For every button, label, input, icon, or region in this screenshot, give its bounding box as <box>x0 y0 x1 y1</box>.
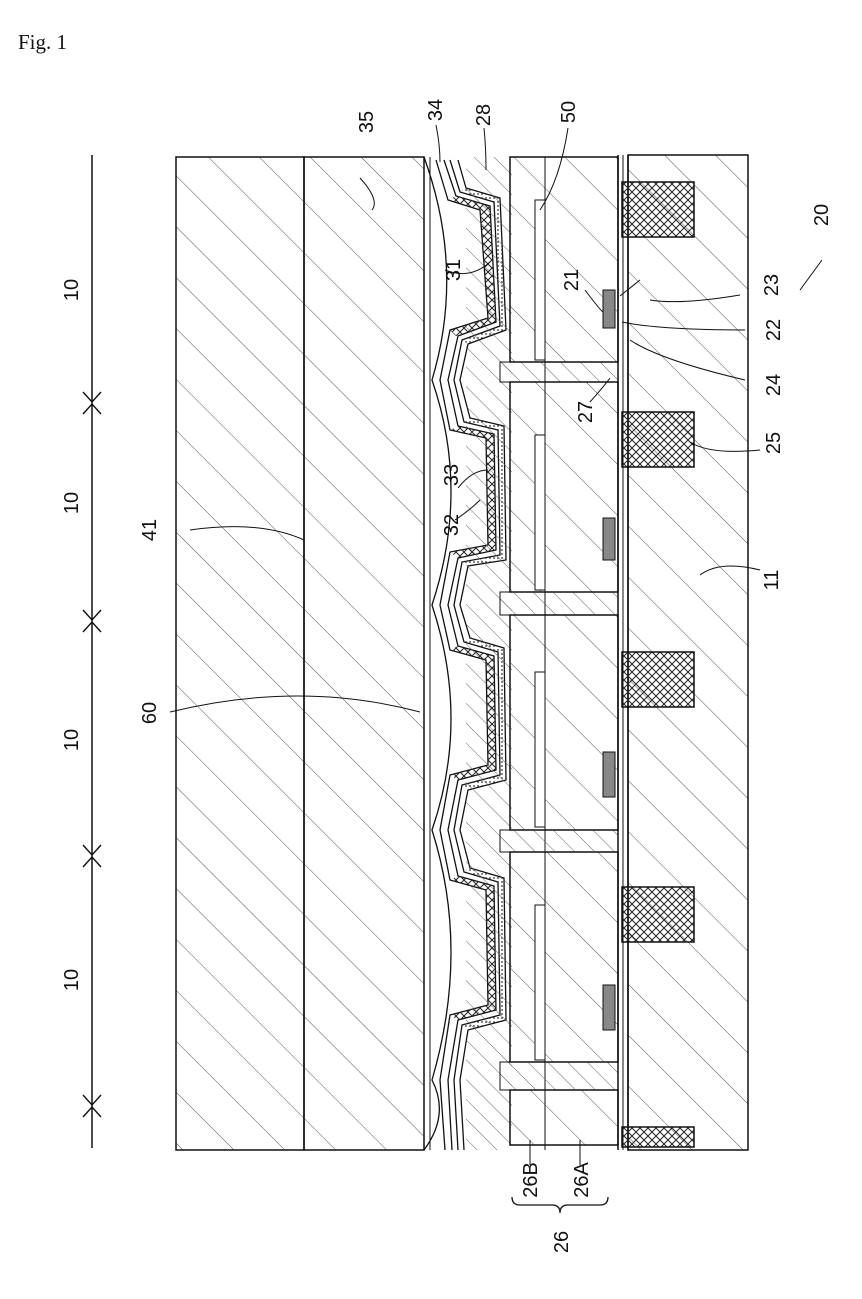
pixel-label-4: 10 <box>61 969 83 991</box>
layer-28 <box>466 157 512 1150</box>
label-25: 25 <box>763 432 785 454</box>
label-31: 31 <box>443 259 465 281</box>
label-60: 60 <box>139 702 161 724</box>
label-35: 35 <box>356 111 378 133</box>
label-26B: 26B <box>520 1162 542 1198</box>
label-50: 50 <box>558 101 580 123</box>
layer-26-blocks <box>510 157 618 1150</box>
label-22: 22 <box>763 319 785 341</box>
label-27: 27 <box>575 401 597 423</box>
label-26A: 26A <box>571 1162 593 1198</box>
pixel-pitch-scale <box>83 155 101 1148</box>
label-24: 24 <box>763 374 785 396</box>
pixel-label-3: 10 <box>61 729 83 751</box>
pixel-label-2: 10 <box>61 492 83 514</box>
label-20: 20 <box>811 204 833 226</box>
label-11: 11 <box>761 570 783 591</box>
label-26: 26 <box>551 1231 573 1253</box>
label-41: 41 <box>139 519 161 541</box>
layer-41-substrate <box>176 157 304 1150</box>
layer-60-lenses <box>424 157 451 1150</box>
label-33: 33 <box>441 464 463 486</box>
pixel-label-1: 10 <box>61 279 83 301</box>
label-32: 32 <box>441 514 463 536</box>
label-28: 28 <box>473 104 495 126</box>
bracket-26 <box>512 1197 608 1213</box>
label-34: 34 <box>425 99 447 121</box>
label-23: 23 <box>761 274 783 296</box>
label-21: 21 <box>561 269 583 291</box>
layer-35 <box>304 157 424 1150</box>
